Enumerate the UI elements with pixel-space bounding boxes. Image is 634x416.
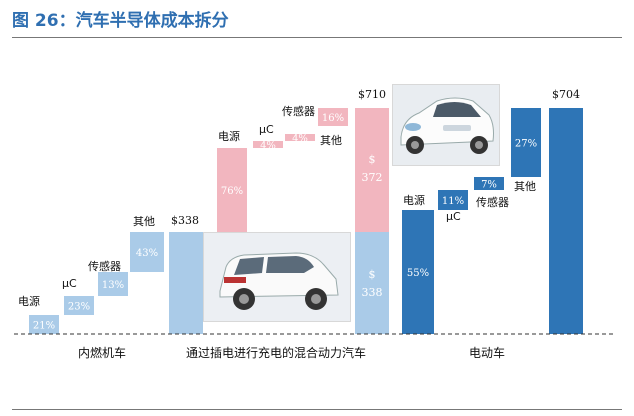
share-label: 7% bbox=[481, 180, 497, 191]
bottom-divider bbox=[12, 409, 622, 410]
step-bar bbox=[64, 296, 94, 315]
figure-title: 图 26：汽车半导体成本拆分 bbox=[12, 11, 229, 31]
total-value-label: $704 bbox=[552, 88, 580, 101]
segment-label: $ bbox=[369, 268, 376, 281]
group-labels-layer: 内燃机车 通过插电进行充电的混合动力汽车 电动车 bbox=[78, 345, 505, 360]
share-label: 23% bbox=[68, 302, 90, 313]
step-bar bbox=[402, 210, 434, 334]
segment-label: $ bbox=[369, 153, 376, 166]
category-label: 电源 bbox=[218, 129, 240, 143]
step-bar bbox=[318, 108, 348, 126]
group-label: 通过插电进行充电的混合动力汽车 bbox=[186, 345, 366, 360]
stack-segment-bar bbox=[355, 232, 389, 334]
share-label: 4% bbox=[260, 141, 276, 152]
category-label: 传感器 bbox=[476, 196, 509, 209]
category-label: 其他 bbox=[133, 215, 155, 228]
stack-segment-bar bbox=[355, 108, 389, 232]
share-label: 55% bbox=[407, 268, 429, 279]
category-label: μC bbox=[259, 123, 274, 136]
share-label: 16% bbox=[322, 113, 344, 124]
labels-layer: 21% 电源 23% μC 13% 传感器 43% 其他 $338 76% 电源 4% μC 4% 传感器 1… bbox=[18, 88, 580, 332]
share-label: 4% bbox=[292, 134, 308, 145]
share-label: 21% bbox=[33, 321, 55, 332]
share-label: 13% bbox=[102, 280, 124, 291]
step-bar bbox=[511, 108, 541, 177]
group-label: 内燃机车 bbox=[78, 345, 126, 360]
total-bar bbox=[549, 108, 583, 334]
share-label: 27% bbox=[515, 139, 537, 150]
group-label: 电动车 bbox=[469, 345, 505, 360]
top-divider bbox=[12, 37, 622, 38]
step-bar bbox=[29, 315, 59, 334]
share-label: 43% bbox=[136, 248, 158, 259]
step-bar bbox=[98, 272, 128, 296]
category-label: 传感器 bbox=[282, 105, 315, 118]
category-label: 其他 bbox=[320, 134, 342, 147]
step-bar bbox=[438, 190, 468, 210]
category-label: 电源 bbox=[403, 193, 425, 207]
segment-label: 372 bbox=[362, 171, 383, 184]
suv-car-photo bbox=[203, 232, 351, 322]
step-bar bbox=[253, 141, 283, 148]
share-label: 76% bbox=[221, 186, 243, 197]
category-label: 传感器 bbox=[88, 260, 121, 273]
step-bar bbox=[474, 177, 504, 190]
share-label: 11% bbox=[442, 196, 464, 207]
total-bar bbox=[169, 232, 203, 334]
step-bar bbox=[130, 232, 164, 272]
category-label: μC bbox=[62, 277, 77, 290]
step-bar bbox=[217, 148, 247, 232]
category-label: 其他 bbox=[514, 180, 536, 193]
category-label: μC bbox=[446, 210, 461, 223]
electric-car-photo bbox=[392, 84, 500, 166]
step-bar bbox=[285, 134, 315, 141]
segment-label: 338 bbox=[362, 286, 383, 299]
total-value-label: $710 bbox=[358, 88, 386, 101]
bars-layer bbox=[29, 108, 583, 334]
total-value-label: $338 bbox=[171, 214, 199, 227]
category-label: 电源 bbox=[18, 294, 40, 308]
